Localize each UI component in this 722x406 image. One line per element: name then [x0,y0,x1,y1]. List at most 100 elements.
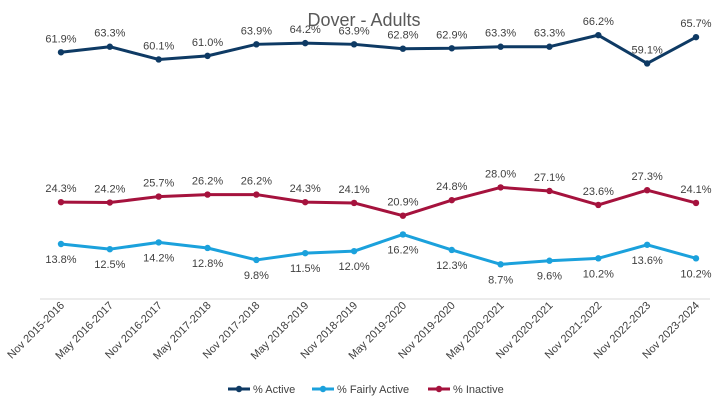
data-label: 24.8% [436,181,467,193]
series-fairly-active: 13.8% 12.5% 14.2% 12.8% 9.8% 11.5% 12.0% 16.2% 1… [45,231,712,286]
data-label: 12.0% [338,261,369,273]
data-point [692,255,700,262]
data-point [350,41,358,48]
data-label: 24.3% [290,183,321,195]
data-label: 27.3% [632,171,663,183]
data-point [399,231,407,238]
data-label: 63.9% [241,25,272,37]
data-label: 12.3% [436,260,467,272]
data-label: 61.0% [192,37,223,49]
legend-marker [319,385,327,393]
data-label: 13.6% [632,255,663,267]
data-point [497,261,504,268]
data-point [106,43,114,50]
data-point [302,198,309,206]
data-point [204,52,211,60]
data-label: 65.7% [680,18,711,30]
data-point [253,41,260,48]
data-label: 62.8% [387,30,418,42]
data-label: 61.9% [45,33,76,45]
data-point [302,39,309,47]
data-label: 63.9% [338,25,369,37]
data-point [57,240,65,248]
data-point [57,49,65,56]
legend-label: % Active [253,384,295,396]
data-point [350,247,358,255]
data-point [350,199,358,207]
data-label: 20.9% [387,197,418,209]
data-point [448,196,455,204]
data-point [497,43,504,50]
data-label: 9.6% [537,271,562,283]
legend-marker [435,385,443,393]
data-point [497,184,504,191]
data-point [399,212,407,219]
data-label: 63.3% [485,28,516,40]
data-point [204,244,211,252]
data-label: 23.6% [583,186,614,198]
legend-item: % Fairly Active [312,384,409,396]
data-point [595,255,602,262]
data-point [253,256,260,264]
data-label: 14.2% [143,252,174,264]
data-label: 64.2% [290,24,321,36]
data-point [692,199,700,207]
data-label: 24.1% [680,184,711,196]
series-line-inactive [60,185,697,218]
data-label: 28.0% [485,168,516,180]
legend-item: % Inactive [428,384,504,396]
series-line-fairly-active [60,232,697,266]
data-label: 63.3% [534,28,565,40]
data-point [643,186,651,194]
data-label: 63.3% [94,28,125,40]
data-point [106,245,114,253]
data-label: 60.1% [143,40,174,52]
data-point [302,249,309,257]
data-point [399,45,407,52]
data-label: 66.2% [583,16,614,28]
legend-marker [235,385,243,393]
series-active: 61.9% 63.3% 60.1% 61.0% 63.9% 64.2% 63.9% 62.8%… [45,16,712,67]
series-inactive: 24.3% 24.2% 25.7% 26.2% 26.2% 24.3% 24.1% 20.9%… [45,168,712,219]
data-label: 13.8% [45,254,76,266]
data-point [546,187,553,195]
data-point [106,199,114,206]
data-point [155,193,162,200]
legend-item: % Active [228,384,295,396]
series-layer: 61.9% 63.3% 60.1% 61.0% 63.9% 64.2% 63.9% 62.8%… [45,16,711,286]
data-label: 62.9% [436,29,467,41]
data-point [253,191,260,198]
data-label: 27.1% [534,172,565,184]
data-label: 24.2% [94,184,125,196]
data-label: 59.1% [632,44,663,56]
data-label: 12.8% [192,258,223,270]
data-point [595,201,602,209]
data-label: 12.5% [94,259,125,271]
data-label: 10.2% [583,268,614,280]
data-label: 26.2% [192,176,223,188]
data-point [643,60,651,67]
data-point [155,56,162,63]
data-point [448,45,455,52]
data-point [692,33,700,41]
data-point [643,241,651,248]
data-point [57,198,65,206]
data-point [595,31,602,39]
legend-label: % Fairly Active [337,384,409,396]
data-label: 26.2% [241,176,272,188]
data-point [546,257,553,264]
legend: % Active % Fairly Active % Inactive [228,384,504,396]
legend-label: % Inactive [453,384,504,396]
data-label: 25.7% [143,178,174,190]
data-label: 8.7% [488,274,513,286]
data-label: 24.3% [45,183,76,195]
data-label: 16.2% [387,244,418,256]
data-point [204,191,211,198]
series-line-active [60,33,697,65]
chart-title: Dover - Adults [307,10,420,30]
data-label: 11.5% [290,263,321,275]
data-point [155,239,162,246]
data-label: 10.2% [680,268,711,280]
data-point [448,246,455,254]
